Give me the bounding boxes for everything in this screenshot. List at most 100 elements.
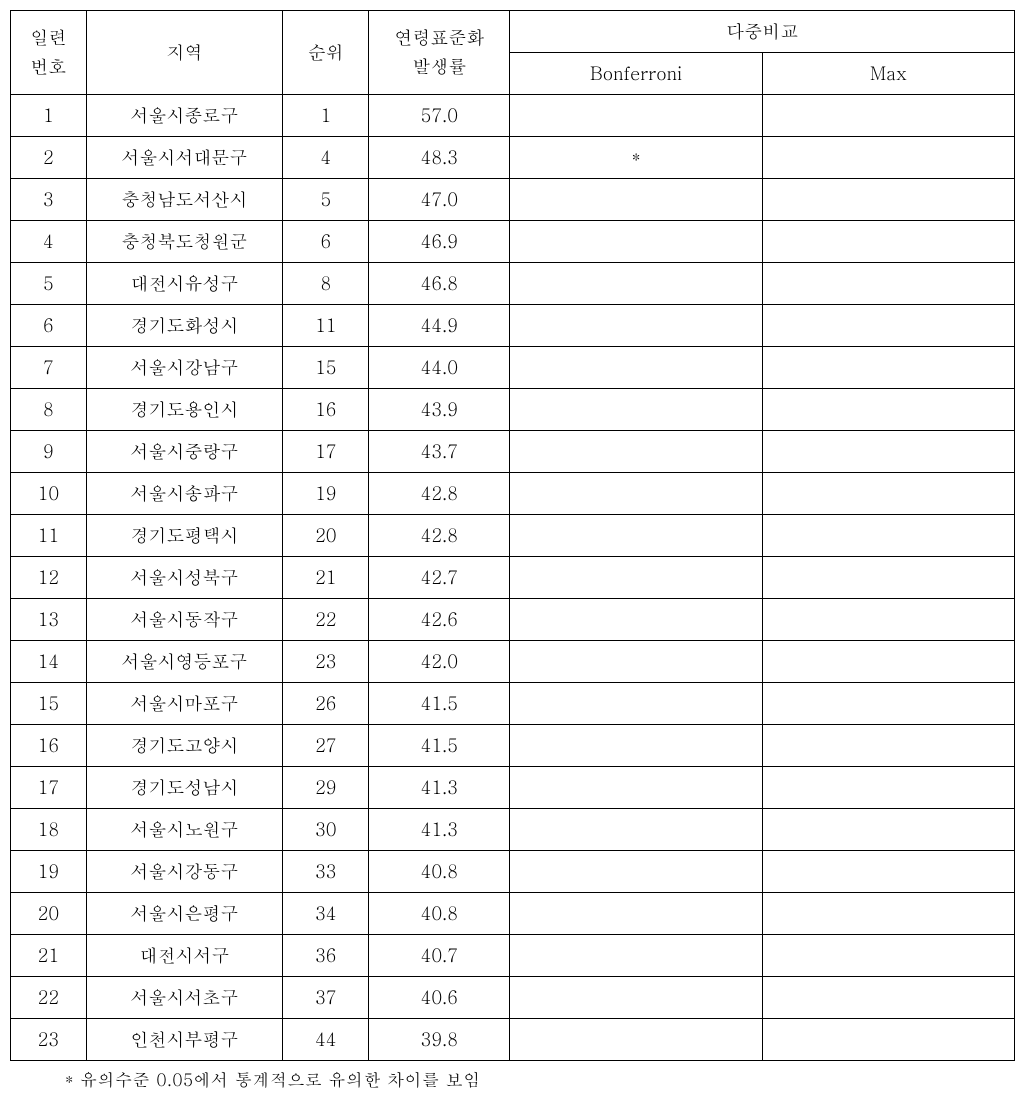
cell-max <box>762 725 1014 767</box>
cell-seq: 18 <box>11 809 87 851</box>
table-row: 15서울시마포구2641.5 <box>11 683 1015 725</box>
cell-bonferroni <box>510 599 762 641</box>
cell-max <box>762 893 1014 935</box>
header-row-1: 일련 번호 지역 순위 연령표준화 발생률 다중비교 <box>11 11 1015 53</box>
cell-rank: 26 <box>283 683 369 725</box>
cell-rate: 42.8 <box>369 515 510 557</box>
cell-seq: 12 <box>11 557 87 599</box>
cell-max <box>762 389 1014 431</box>
cell-rate: 42.7 <box>369 557 510 599</box>
cell-max <box>762 305 1014 347</box>
cell-seq: 5 <box>11 263 87 305</box>
header-rate-line1: 연령표준화 <box>394 25 484 50</box>
cell-rank: 37 <box>283 977 369 1019</box>
table-row: 7서울시강남구1544.0 <box>11 347 1015 389</box>
cell-region: 서울시강동구 <box>86 851 283 893</box>
cell-seq: 16 <box>11 725 87 767</box>
header-max: Max <box>762 53 1014 95</box>
cell-rank: 19 <box>283 473 369 515</box>
cell-region: 충청북도청원군 <box>86 221 283 263</box>
cell-bonferroni <box>510 851 762 893</box>
cell-rank: 5 <box>283 179 369 221</box>
cell-rank: 4 <box>283 137 369 179</box>
cell-max <box>762 767 1014 809</box>
cell-bonferroni <box>510 809 762 851</box>
header-rank: 순위 <box>283 11 369 95</box>
cell-region: 서울시노원구 <box>86 809 283 851</box>
table-row: 5대전시유성구846.8 <box>11 263 1015 305</box>
cell-rank: 36 <box>283 935 369 977</box>
cell-bonferroni <box>510 641 762 683</box>
header-rate: 연령표준화 발생률 <box>369 11 510 95</box>
cell-region: 서울시송파구 <box>86 473 283 515</box>
cell-rate: 40.8 <box>369 893 510 935</box>
cell-seq: 9 <box>11 431 87 473</box>
header-bonferroni: Bonferroni <box>510 53 762 95</box>
table-row: 10서울시송파구1942.8 <box>11 473 1015 515</box>
cell-bonferroni <box>510 725 762 767</box>
cell-max <box>762 179 1014 221</box>
cell-seq: 15 <box>11 683 87 725</box>
cell-rank: 34 <box>283 893 369 935</box>
cell-max <box>762 515 1014 557</box>
cell-rate: 46.9 <box>369 221 510 263</box>
cell-rank: 20 <box>283 515 369 557</box>
cell-seq: 22 <box>11 977 87 1019</box>
cell-region: 서울시서대문구 <box>86 137 283 179</box>
cell-region: 경기도용인시 <box>86 389 283 431</box>
cell-region: 충청남도서산시 <box>86 179 283 221</box>
header-seq-line2: 번호 <box>30 54 66 79</box>
table-body: 1서울시종로구157.02서울시서대문구448.3*3충청남도서산시547.04… <box>11 95 1015 1061</box>
header-seq: 일련 번호 <box>11 11 87 95</box>
cell-rate: 44.9 <box>369 305 510 347</box>
cell-bonferroni: * <box>510 137 762 179</box>
cell-rank: 44 <box>283 1019 369 1061</box>
cell-max <box>762 95 1014 137</box>
cell-rate: 41.3 <box>369 809 510 851</box>
cell-rank: 16 <box>283 389 369 431</box>
table-row: 14서울시영등포구2342.0 <box>11 641 1015 683</box>
cell-bonferroni <box>510 431 762 473</box>
header-multi: 다중비교 <box>510 11 1015 53</box>
cell-rate: 43.9 <box>369 389 510 431</box>
header-seq-line1: 일련 <box>30 25 66 50</box>
cell-rate: 42.6 <box>369 599 510 641</box>
cell-seq: 11 <box>11 515 87 557</box>
cell-max <box>762 473 1014 515</box>
cell-max <box>762 557 1014 599</box>
table-row: 18서울시노원구3041.3 <box>11 809 1015 851</box>
cell-rate: 41.3 <box>369 767 510 809</box>
table-row: 19서울시강동구3340.8 <box>11 851 1015 893</box>
table-row: 4충청북도청원군646.9 <box>11 221 1015 263</box>
cell-bonferroni <box>510 683 762 725</box>
cell-rate: 42.8 <box>369 473 510 515</box>
table-row: 20서울시은평구3440.8 <box>11 893 1015 935</box>
table-row: 21대전시서구3640.7 <box>11 935 1015 977</box>
data-table: 일련 번호 지역 순위 연령표준화 발생률 다중비교 Bonferroni Ma… <box>10 10 1015 1061</box>
cell-rate: 41.5 <box>369 725 510 767</box>
cell-region: 경기도성남시 <box>86 767 283 809</box>
cell-rank: 30 <box>283 809 369 851</box>
cell-bonferroni <box>510 473 762 515</box>
cell-seq: 19 <box>11 851 87 893</box>
cell-max <box>762 641 1014 683</box>
cell-rank: 17 <box>283 431 369 473</box>
cell-bonferroni <box>510 893 762 935</box>
cell-rank: 6 <box>283 221 369 263</box>
cell-rate: 44.0 <box>369 347 510 389</box>
table-row: 13서울시동작구2242.6 <box>11 599 1015 641</box>
cell-region: 서울시은평구 <box>86 893 283 935</box>
cell-region: 경기도화성시 <box>86 305 283 347</box>
cell-bonferroni <box>510 1019 762 1061</box>
cell-rate: 42.0 <box>369 641 510 683</box>
table-row: 3충청남도서산시547.0 <box>11 179 1015 221</box>
cell-bonferroni <box>510 347 762 389</box>
cell-bonferroni <box>510 557 762 599</box>
cell-bonferroni <box>510 515 762 557</box>
cell-max <box>762 347 1014 389</box>
cell-rank: 27 <box>283 725 369 767</box>
cell-seq: 23 <box>11 1019 87 1061</box>
cell-region: 서울시서초구 <box>86 977 283 1019</box>
header-region: 지역 <box>86 11 283 95</box>
cell-region: 서울시강남구 <box>86 347 283 389</box>
